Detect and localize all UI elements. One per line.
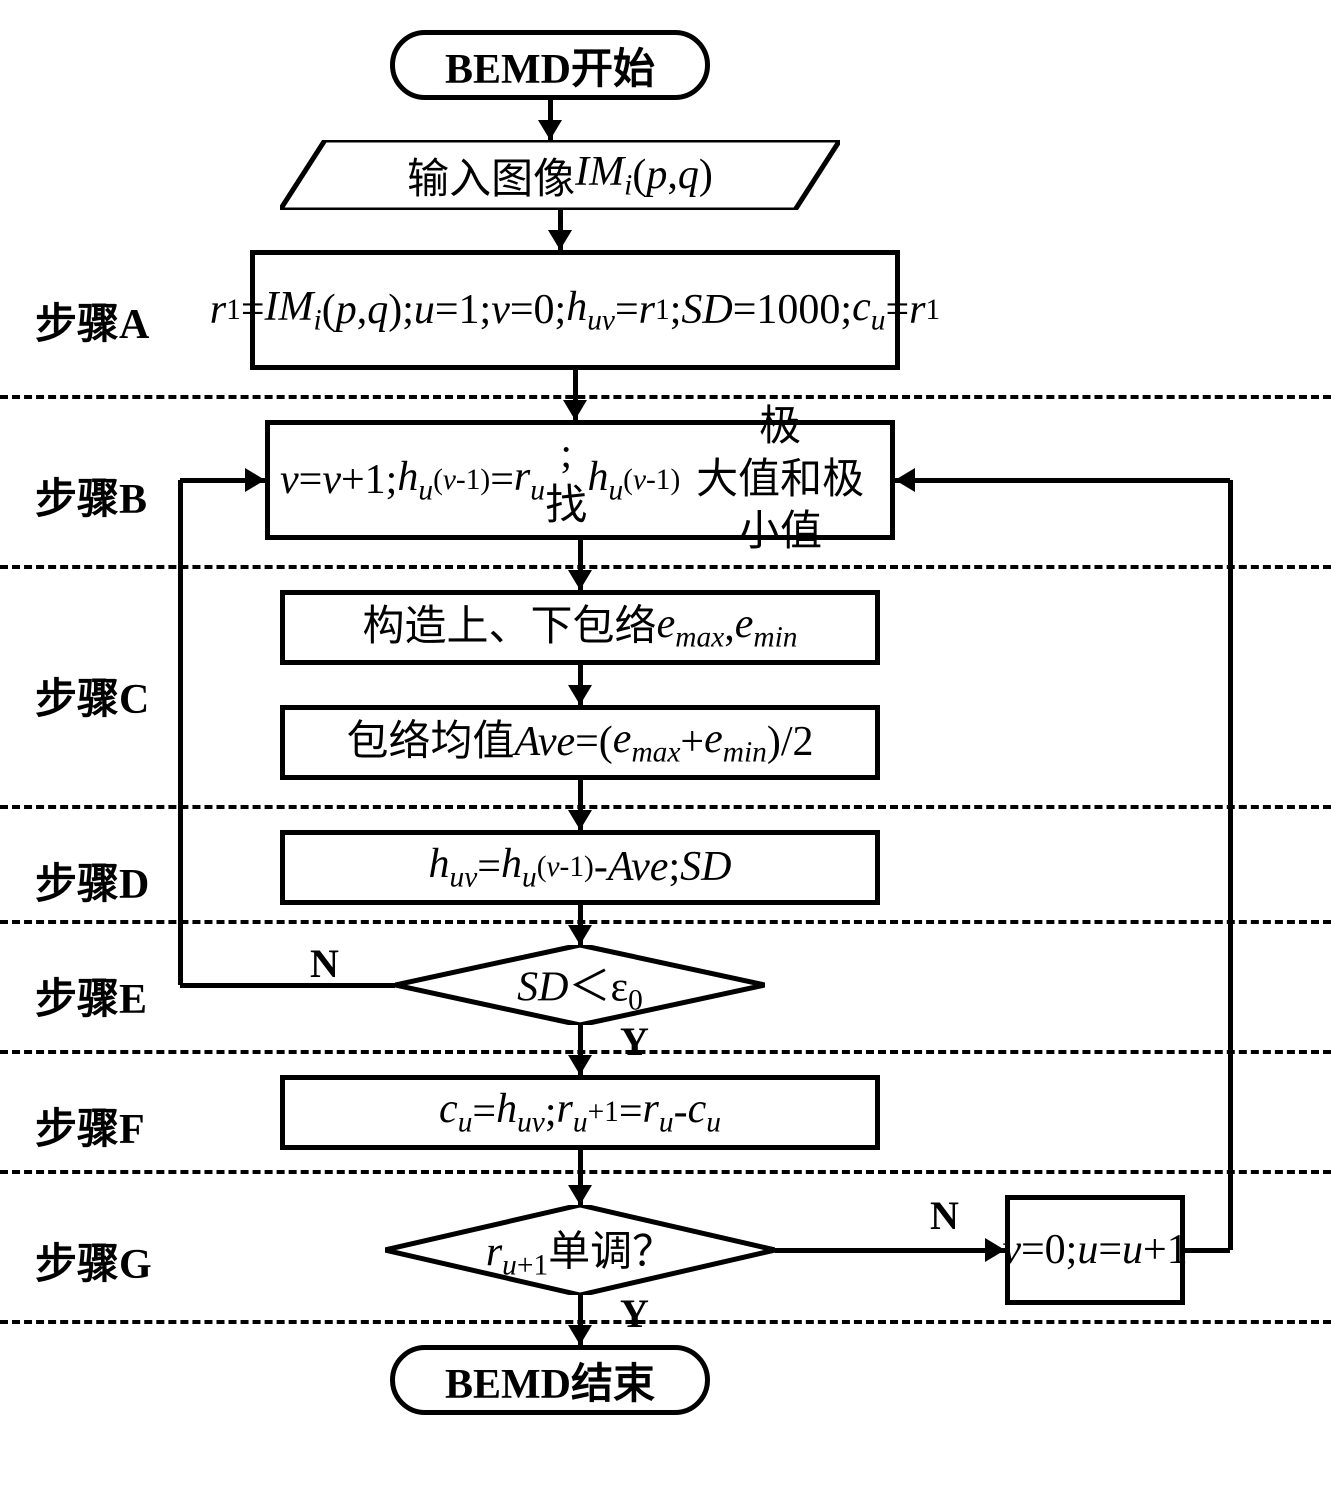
label-G_Y: Y	[620, 1290, 649, 1337]
step-label-E: 步骤E	[35, 965, 147, 1026]
node-stepF: cu=huv;ru+1=ru-cu	[280, 1075, 880, 1150]
node-start: BEMD开始	[390, 30, 710, 100]
step-label-C: 步骤C	[35, 665, 149, 726]
node-stepG: ru+1单调？	[385, 1205, 775, 1295]
node-end: BEMD结束	[390, 1345, 710, 1415]
step-label-A: 步骤A	[35, 290, 149, 351]
node-stepC1: 构造上、下包络emax,emin	[280, 590, 880, 665]
label-E_N: N	[310, 940, 339, 987]
label-E_Y: Y	[620, 1018, 649, 1065]
step-label-D: 步骤D	[35, 850, 149, 911]
step-label-G: 步骤G	[35, 1230, 152, 1291]
node-stepC2: 包络均值Ave=(emax+emin)/2	[280, 705, 880, 780]
node-stepB: v=v+1;hu(v-1)=ru;找hu(v-1)极大值和极小值	[265, 420, 895, 540]
step-label-B: 步骤B	[35, 465, 147, 526]
node-input: 输入图像IMi(p,q)	[280, 140, 840, 210]
node-stepA: r1=IMi(p,q);u=1;v=0;huv=r1;SD=1000;cu=r1	[250, 250, 900, 370]
node-stepD: huv=hu(v-1)-Ave;SD	[280, 830, 880, 905]
step-label-F: 步骤F	[35, 1095, 145, 1156]
node-stepE: SD＜ε0	[395, 945, 765, 1025]
node-stepGbox: v=0;u=u+1	[1005, 1195, 1185, 1305]
label-G_N: N	[930, 1192, 959, 1239]
